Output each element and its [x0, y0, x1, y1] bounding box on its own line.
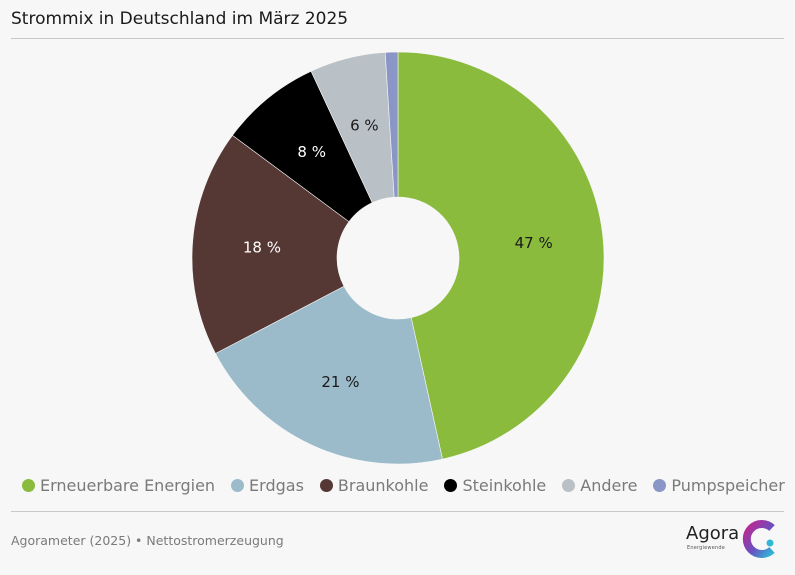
legend-label: Andere — [580, 476, 638, 495]
data-label-erneuerbare-energien: 47 % — [515, 234, 553, 252]
legend-swatch — [653, 479, 667, 492]
data-label-braunkohle: 18 % — [243, 238, 281, 256]
legend-item: Andere — [562, 476, 637, 495]
data-label-andere: 6 % — [350, 117, 379, 135]
legend-swatch — [444, 479, 458, 492]
source-note: Agorameter (2025) • Nettostromerzeugung — [11, 533, 284, 548]
donut-chart: 47 % 21 % 18 % 8 % 6 % — [191, 51, 605, 465]
legend-label: Steinkohle — [462, 476, 547, 495]
slice-erdgas — [215, 285, 443, 465]
legend-item: Erdgas — [231, 476, 304, 495]
agora-logo: Agora Energiewende — [684, 518, 784, 562]
legend-item: Erneuerbare Energien — [22, 476, 215, 495]
slice-braunkohle — [191, 134, 350, 354]
legend-swatch — [231, 479, 245, 492]
legend-label: Pumpspeicher — [671, 476, 785, 495]
legend-item: Steinkohle — [444, 476, 546, 495]
legend-swatch — [562, 479, 576, 492]
footer-divider — [11, 511, 784, 512]
legend-label: Braunkohle — [337, 476, 429, 495]
slice-erneuerbare-energien — [397, 51, 605, 460]
chart-legend: Erneuerbare Energien Erdgas Braunkohle Stei… — [22, 476, 785, 495]
legend-label: Erneuerbare Energien — [40, 476, 216, 495]
chart-title: Strommix in Deutschland im März 2025 — [11, 9, 349, 29]
legend-label: Erdgas — [249, 476, 304, 495]
title-divider — [11, 38, 784, 39]
legend-item: Pumpspeicher — [653, 476, 785, 495]
data-label-steinkohle: 8 % — [297, 143, 326, 161]
legend-swatch — [319, 479, 333, 492]
slice-pumpspeicher — [384, 51, 399, 198]
logo-subtitle: Energiewende — [687, 545, 725, 551]
legend-item: Braunkohle — [319, 476, 429, 495]
agora-mark-icon — [742, 520, 775, 558]
logo-wordmark: Agora — [686, 523, 740, 544]
data-label-erdgas: 21 % — [321, 373, 359, 391]
legend-swatch — [22, 479, 35, 492]
